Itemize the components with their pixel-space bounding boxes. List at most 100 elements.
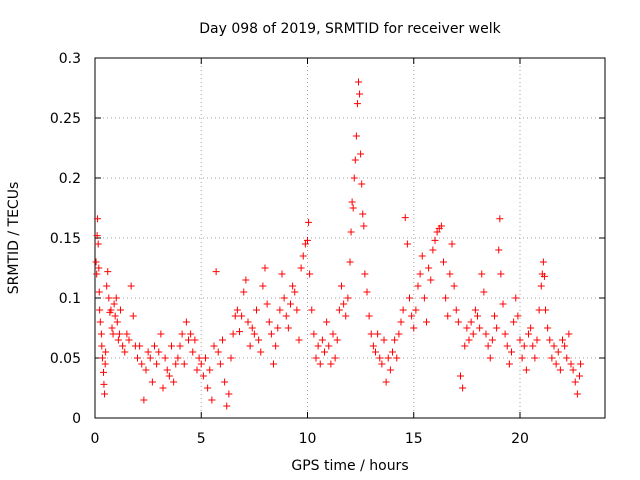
data-point xyxy=(103,282,111,290)
data-point xyxy=(389,348,396,356)
data-point xyxy=(365,312,373,320)
data-point xyxy=(335,306,343,314)
data-point xyxy=(314,342,322,350)
data-point xyxy=(159,384,167,392)
data-point xyxy=(246,342,254,350)
data-point xyxy=(187,330,195,338)
x-tick-label: 10 xyxy=(299,431,317,447)
data-point xyxy=(111,312,119,320)
data-point xyxy=(510,318,518,326)
data-point xyxy=(121,348,129,356)
data-point xyxy=(295,336,303,344)
data-point xyxy=(94,215,102,223)
data-point xyxy=(123,330,131,338)
data-point xyxy=(573,390,581,398)
data-point xyxy=(244,318,252,326)
data-point xyxy=(191,336,199,344)
data-point xyxy=(448,240,456,248)
data-point xyxy=(520,342,528,350)
data-point xyxy=(233,306,241,314)
data-point xyxy=(114,336,122,344)
data-point xyxy=(329,330,337,338)
data-point xyxy=(418,252,426,260)
data-point xyxy=(97,330,105,338)
data-point xyxy=(491,312,498,320)
x-tick-label: 0 xyxy=(91,431,100,447)
data-point xyxy=(333,336,341,344)
data-point xyxy=(495,246,503,254)
data-point xyxy=(278,270,286,278)
data-point xyxy=(452,306,460,314)
data-point xyxy=(499,300,507,308)
data-point xyxy=(361,270,369,278)
data-point xyxy=(127,282,135,290)
y-axis-ticks: 0 0.05 0.1 0.15 0.2 0.25 0.3 xyxy=(50,51,605,427)
data-point xyxy=(567,360,575,368)
data-point xyxy=(110,300,118,308)
data-point xyxy=(227,354,235,362)
data-point xyxy=(437,222,445,230)
data-point xyxy=(416,270,424,278)
y-tick-label: 0.05 xyxy=(50,351,81,367)
data-point xyxy=(125,336,133,344)
data-point xyxy=(136,342,144,350)
data-point xyxy=(242,276,250,284)
data-point xyxy=(212,268,220,276)
chart-title: Day 098 of 2019, SRMTID for receiver wel… xyxy=(199,21,501,37)
data-point xyxy=(546,336,554,344)
data-point xyxy=(119,342,127,350)
data-point xyxy=(113,318,121,326)
data-point xyxy=(493,324,501,332)
data-point xyxy=(95,264,103,272)
data-point xyxy=(100,380,108,388)
data-point xyxy=(148,378,156,386)
data-points xyxy=(92,78,585,410)
data-point xyxy=(471,306,479,314)
data-point xyxy=(180,360,188,368)
data-point xyxy=(505,360,513,368)
data-point xyxy=(355,78,362,86)
data-point xyxy=(340,300,348,308)
data-point xyxy=(474,312,481,320)
data-point xyxy=(356,90,364,98)
data-point xyxy=(552,360,560,368)
data-point xyxy=(161,354,169,362)
data-point xyxy=(372,348,379,356)
data-point xyxy=(101,390,109,398)
data-point xyxy=(221,378,229,386)
data-point xyxy=(386,366,394,374)
data-point xyxy=(109,330,117,338)
data-point xyxy=(318,336,326,344)
data-point xyxy=(565,330,573,338)
data-point xyxy=(576,372,583,380)
data-point xyxy=(96,318,104,326)
data-point xyxy=(525,330,532,338)
data-point xyxy=(401,214,409,222)
data-point xyxy=(561,342,569,350)
data-point xyxy=(210,342,218,350)
data-point xyxy=(240,288,248,296)
y-tick-label: 0.15 xyxy=(50,231,81,247)
data-point xyxy=(105,294,113,302)
data-point xyxy=(151,342,158,350)
data-point xyxy=(255,336,263,344)
y-tick-label: 0.2 xyxy=(59,171,81,187)
data-point xyxy=(236,328,243,336)
data-point xyxy=(556,366,564,374)
data-point xyxy=(214,348,222,356)
data-point xyxy=(157,330,165,338)
data-point xyxy=(369,342,377,350)
data-point xyxy=(248,324,256,332)
data-point xyxy=(107,306,115,314)
y-tick-label: 0.1 xyxy=(59,291,81,307)
data-point xyxy=(384,354,392,362)
data-point xyxy=(316,360,324,368)
data-point xyxy=(238,312,246,320)
data-point xyxy=(399,306,407,314)
data-point xyxy=(259,282,267,290)
data-point xyxy=(115,330,123,338)
data-point xyxy=(501,330,509,338)
data-point xyxy=(508,348,515,356)
data-point xyxy=(425,264,433,272)
data-point xyxy=(263,300,271,308)
